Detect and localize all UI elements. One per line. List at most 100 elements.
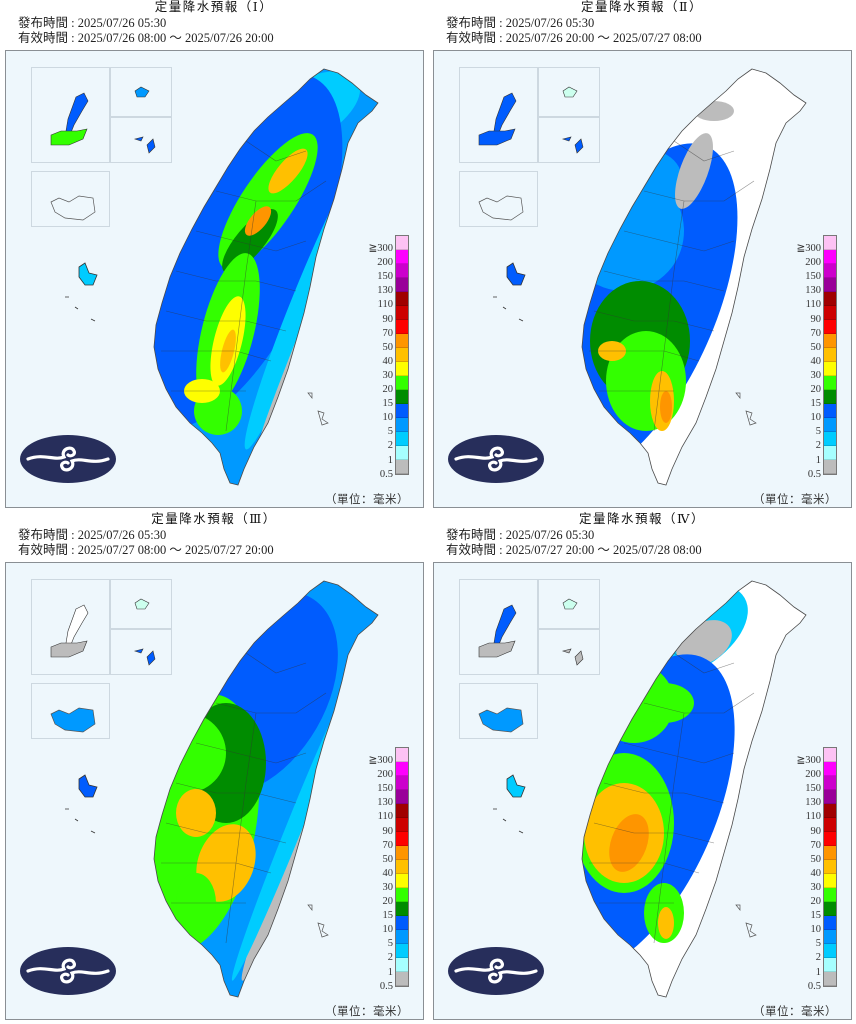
legend-label: 30 — [382, 881, 394, 893]
legend-label: 150 — [805, 783, 821, 795]
inset-dongyin — [110, 67, 172, 117]
rainfall-map: ≧300 200 150 130 110 90 70 50 40 30 20 15 10 5 2 1 0.5 （… — [433, 50, 852, 508]
legend-label: 30 — [810, 881, 822, 893]
legend-label: 70 — [382, 327, 394, 339]
legend-swatch — [824, 236, 836, 250]
legend-swatch — [396, 362, 408, 376]
inset-matsu — [459, 579, 538, 675]
legend-label: 50 — [810, 341, 822, 353]
legend-swatch — [824, 264, 836, 278]
legend-label: 90 — [382, 313, 394, 325]
legend-label: 20 — [382, 384, 394, 395]
legend-label: 130 — [377, 797, 393, 809]
inset-kinmen — [31, 683, 110, 739]
legend-swatch — [396, 432, 408, 446]
legend-swatch — [396, 888, 408, 902]
legend-swatch — [824, 776, 836, 790]
valid-time: 2025/07/26 08:00 ～ 2025/07/26 20:00 — [77, 31, 274, 45]
legend-swatch — [824, 944, 836, 958]
inset-juguang — [538, 117, 600, 163]
legend-label: 1 — [815, 454, 821, 466]
legend-swatch — [396, 930, 408, 944]
valid-time: 2025/07/27 08:00 ～ 2025/07/27 20:00 — [77, 543, 274, 557]
valid-time-line: 有效時間 : 2025/07/26 20:00 ～ 2025/07/27 08:… — [446, 31, 702, 45]
issue-time-line: 發布時間 : 2025/07/26 05:30 — [446, 16, 594, 30]
legend-label: 150 — [377, 783, 393, 795]
valid-label: 有效時間 : — [446, 31, 506, 45]
legend-swatch — [824, 404, 836, 418]
legend-swatch — [396, 958, 408, 972]
legend-label: 0.5 — [379, 468, 393, 480]
panel-title: 定量降水預報（Ⅳ） — [579, 511, 705, 526]
rainfall-map: ≧300 200 150 130 110 90 70 50 40 30 20 15 10 5 2 1 0.5 （… — [5, 50, 424, 508]
legend-swatch — [824, 930, 836, 944]
legend-swatch — [824, 804, 836, 818]
legend-swatch — [396, 762, 408, 776]
legend-label: ≧300 — [796, 755, 821, 766]
legend-swatch — [824, 902, 836, 916]
legend-label: 70 — [810, 327, 822, 339]
cwa-logo — [20, 947, 116, 995]
legend-swatch — [824, 888, 836, 902]
legend-swatch — [824, 362, 836, 376]
legend-label: ≧300 — [368, 243, 393, 254]
legend-swatch — [396, 278, 408, 292]
offshore-islands-svg — [50, 598, 156, 834]
legend-label: 200 — [377, 769, 393, 781]
legend-label: 15 — [810, 910, 822, 922]
legend-label: 90 — [382, 825, 394, 837]
legend-label: 2 — [387, 952, 393, 964]
legend-label: 15 — [382, 910, 394, 922]
legend-swatch — [824, 874, 836, 888]
legend-swatch — [824, 446, 836, 460]
legend-label: 90 — [810, 825, 822, 837]
issue-label: 發布時間 : — [18, 16, 78, 30]
inset-kinmen — [459, 683, 538, 739]
cloud-swirl-icon — [26, 958, 110, 984]
legend-swatch — [396, 404, 408, 418]
forecast-panel-1: 定量降水預報（Ⅰ） 發布時間 : 2025/07/26 05:30 有效時間 :… — [0, 0, 428, 512]
legend-label: 50 — [810, 853, 822, 865]
legend-label: 15 — [810, 398, 822, 410]
legend-swatch — [396, 292, 408, 306]
issue-label: 發布時間 : — [446, 528, 506, 542]
legend-label: 0.5 — [807, 468, 821, 480]
valid-label: 有效時間 : — [18, 31, 78, 45]
valid-time: 2025/07/27 20:00 ～ 2025/07/28 08:00 — [505, 543, 702, 557]
legend-swatch — [396, 320, 408, 334]
legend-label: 20 — [382, 896, 394, 907]
legend-label: 10 — [382, 412, 394, 424]
legend-swatch — [824, 748, 836, 762]
legend-swatch — [396, 972, 408, 986]
valid-time-line: 有效時間 : 2025/07/27 20:00 ～ 2025/07/28 08:… — [446, 543, 702, 557]
issue-label: 發布時間 : — [446, 16, 506, 30]
legend-swatch — [824, 306, 836, 320]
legend-label: 1 — [815, 966, 821, 978]
valid-time-line: 有效時間 : 2025/07/27 08:00 ～ 2025/07/27 20:… — [18, 543, 274, 557]
legend-color-bar — [395, 235, 409, 475]
legend-swatch — [396, 334, 408, 348]
legend-label: 200 — [805, 257, 821, 269]
legend-swatch — [824, 958, 836, 972]
issue-time-line: 發布時間 : 2025/07/26 05:30 — [18, 528, 166, 542]
legend-swatch — [396, 460, 408, 474]
cwa-logo — [448, 947, 544, 995]
legend-swatch — [824, 376, 836, 390]
valid-label: 有效時間 : — [446, 543, 506, 557]
legend-label: 10 — [810, 412, 822, 424]
issue-label: 發布時間 : — [18, 528, 78, 542]
legend-swatch — [824, 790, 836, 804]
legend-swatch — [824, 334, 836, 348]
legend-swatch — [396, 944, 408, 958]
inset-kinmen — [31, 171, 110, 227]
legend-label: 50 — [382, 853, 394, 865]
offshore-islands-svg — [478, 86, 584, 322]
legend-swatch — [396, 748, 408, 762]
legend-label: 2 — [387, 440, 393, 452]
legend-swatch — [824, 972, 836, 986]
legend-swatch — [396, 818, 408, 832]
legend-label: 110 — [377, 299, 393, 311]
taiwan-rainfall-map-svg — [581, 580, 807, 998]
cwa-logo — [20, 435, 116, 483]
legend-label: 70 — [382, 839, 394, 851]
